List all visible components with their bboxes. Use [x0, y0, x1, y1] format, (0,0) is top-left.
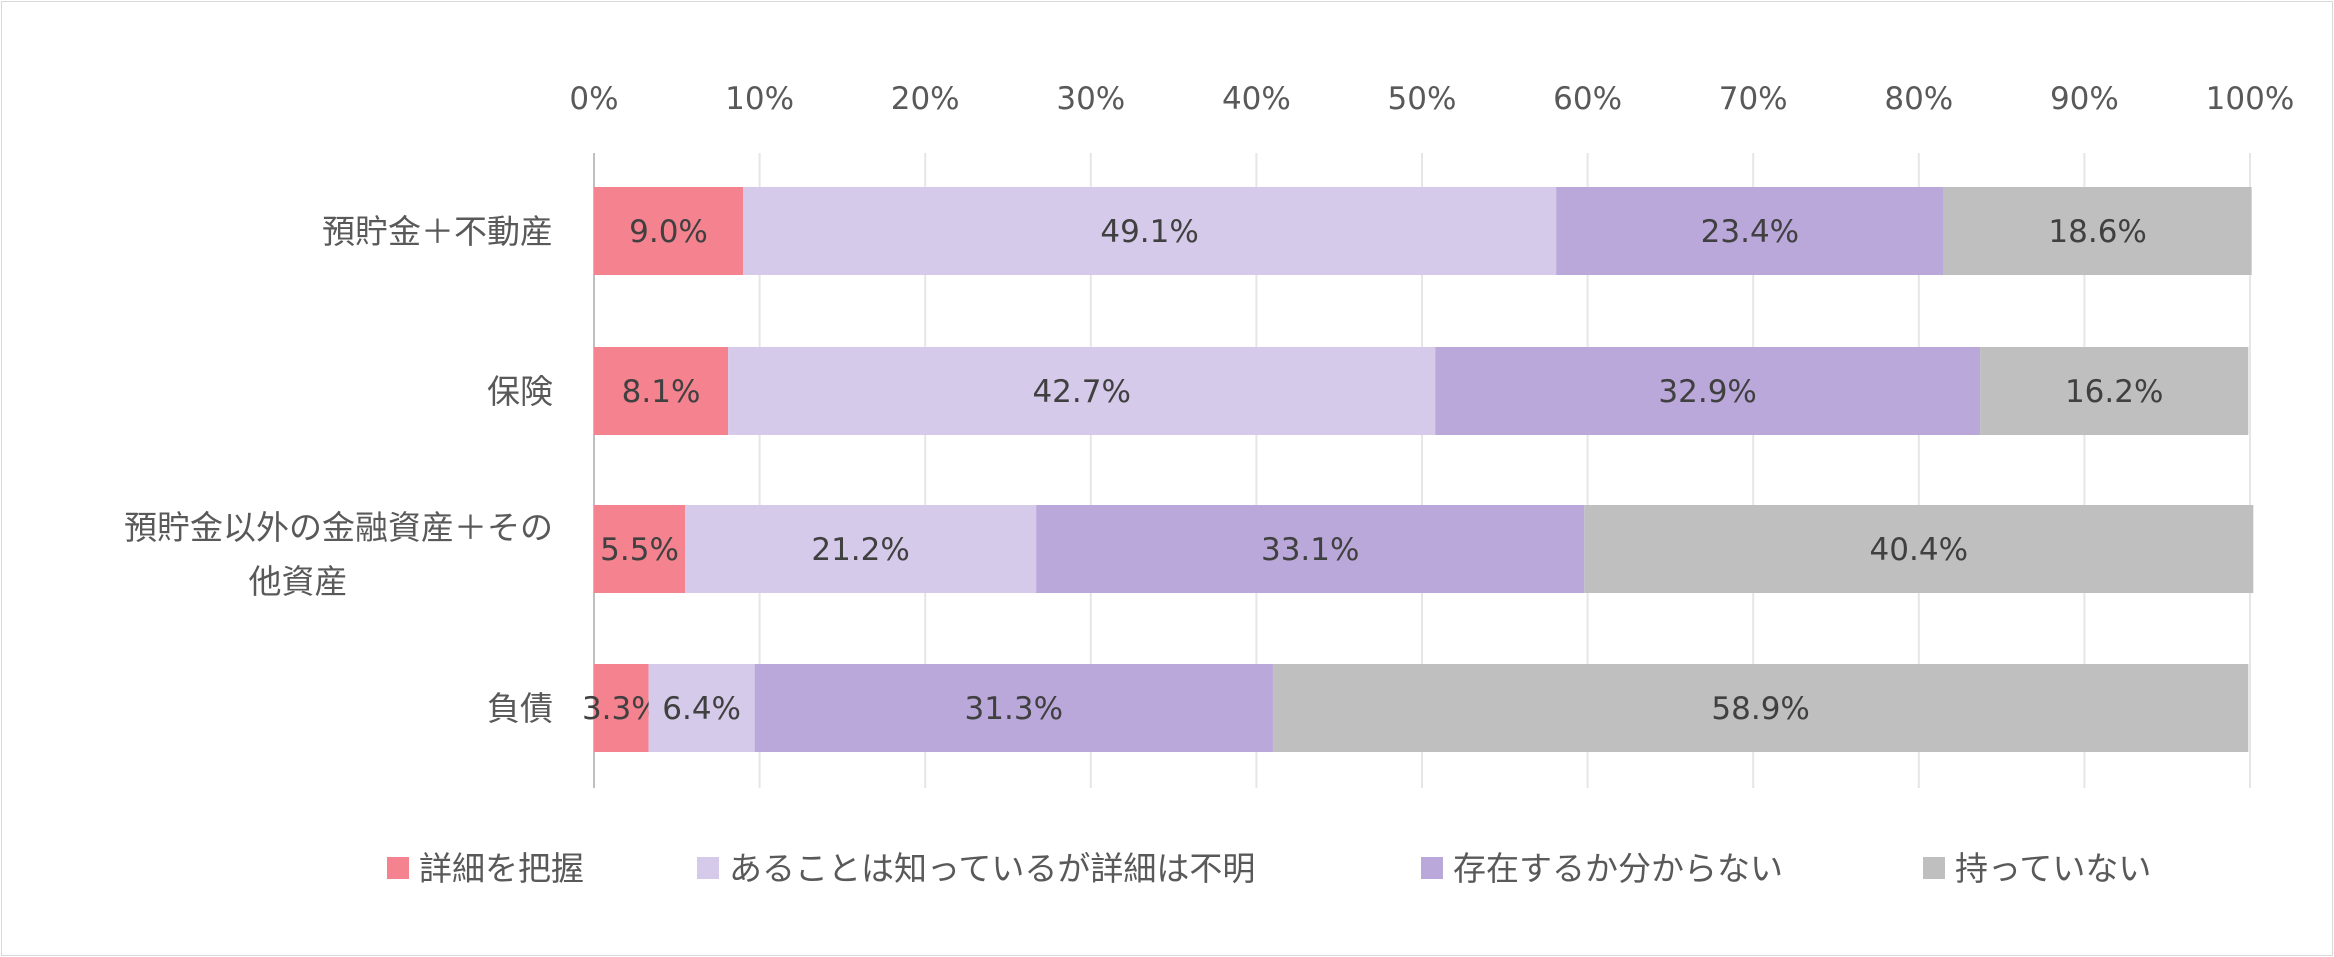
- data-label: 23.4%: [1701, 214, 1799, 250]
- x-tick-label: 10%: [725, 81, 794, 117]
- x-tick-label: 100%: [2206, 81, 2295, 117]
- legend-swatch: [1421, 857, 1443, 879]
- bar-segment: [594, 347, 729, 435]
- x-tick-label: 0%: [569, 81, 618, 117]
- legend-label: 持っていない: [1955, 849, 2151, 888]
- bar-segment: [594, 664, 649, 752]
- data-label: 18.6%: [2048, 214, 2146, 250]
- bar-segment: [1272, 664, 2249, 752]
- category-label: 預貯金以外の金融資産＋その: [124, 508, 553, 547]
- bar-segment: [1435, 347, 1981, 435]
- bar-segment: [728, 347, 1436, 435]
- category-label: 預貯金＋不動産: [322, 212, 553, 251]
- legend-swatch: [387, 857, 409, 879]
- category-label: 負債: [487, 689, 553, 728]
- legend: 詳細を把握 あることは知っているが詳細は不明 存在するか分からない 持っていない: [387, 849, 2151, 888]
- bars: 9.0% 49.1% 23.4% 18.6% 8.1% 42.7% 32.9% 16.2% 5.…: [582, 187, 2254, 752]
- data-label: 6.4%: [662, 691, 741, 727]
- legend-label: あることは知っているが詳細は不明: [729, 849, 1255, 888]
- x-tick-label: 40%: [1222, 81, 1291, 117]
- bar-segment: [685, 505, 1037, 593]
- x-tick-label: 30%: [1056, 81, 1125, 117]
- x-axis-ticks: 0% 10% 20% 30% 40% 50% 60% 70% 80% 90% 100%: [569, 81, 2294, 117]
- x-tick-label: 80%: [1884, 81, 1953, 117]
- legend-swatch: [1923, 857, 1945, 879]
- data-label: 8.1%: [622, 374, 701, 410]
- data-label: 42.7%: [1032, 374, 1130, 410]
- bar-segment: [594, 187, 744, 275]
- x-tick-label: 60%: [1553, 81, 1622, 117]
- bar-segment: [1980, 347, 2249, 435]
- bar-segment: [743, 187, 1557, 275]
- category-label: 他資産: [249, 562, 348, 601]
- x-tick-label: 90%: [2050, 81, 2119, 117]
- bar-segment: [648, 664, 755, 752]
- data-label: 5.5%: [600, 532, 679, 568]
- data-label: 49.1%: [1100, 214, 1198, 250]
- data-label: 9.0%: [629, 214, 708, 250]
- bar-segment: [1943, 187, 2252, 275]
- data-label: 58.9%: [1711, 691, 1809, 727]
- data-label: 31.3%: [965, 691, 1063, 727]
- legend-label: 存在するか分からない: [1453, 849, 1783, 888]
- data-label: 3.3%: [582, 691, 661, 727]
- x-tick-label: 50%: [1388, 81, 1457, 117]
- x-tick-label: 20%: [891, 81, 960, 117]
- data-label: 33.1%: [1261, 532, 1359, 568]
- data-label: 21.2%: [811, 532, 909, 568]
- data-label: 40.4%: [1870, 532, 1968, 568]
- bar-segment: [1556, 187, 1944, 275]
- legend-label: 詳細を把握: [419, 849, 584, 888]
- category-label: 保険: [487, 372, 553, 411]
- x-tick-label: 70%: [1719, 81, 1788, 117]
- data-label: 16.2%: [2065, 374, 2163, 410]
- legend-swatch: [697, 857, 719, 879]
- bar-segment: [1584, 505, 2254, 593]
- bar-segment: [754, 664, 1273, 752]
- bar-segment: [1036, 505, 1585, 593]
- bar-segment: [594, 505, 686, 593]
- data-label: 32.9%: [1658, 374, 1756, 410]
